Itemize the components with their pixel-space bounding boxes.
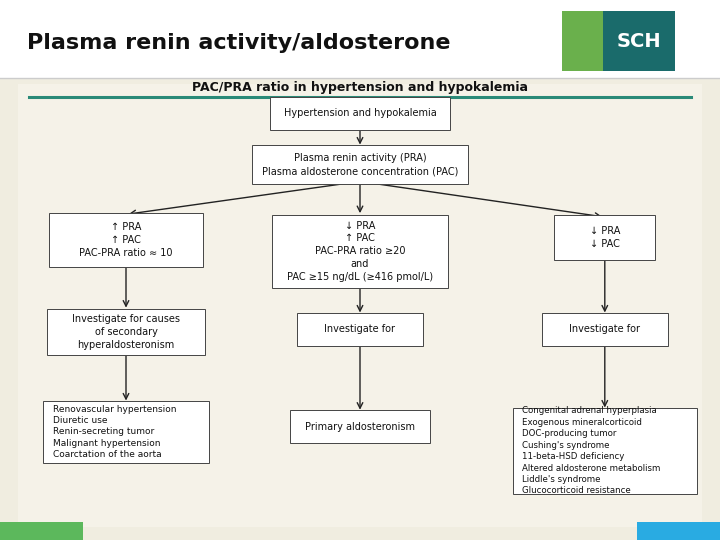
FancyBboxPatch shape [0, 522, 83, 540]
FancyBboxPatch shape [270, 97, 450, 130]
Text: Hypertension and hypokalemia: Hypertension and hypokalemia [284, 109, 436, 118]
FancyBboxPatch shape [541, 313, 668, 346]
Text: Renovascular hypertension
Diuretic use
Renin-secreting tumor
Malignant hypertens: Renovascular hypertension Diuretic use R… [53, 404, 176, 460]
FancyBboxPatch shape [252, 145, 468, 184]
FancyBboxPatch shape [513, 408, 697, 494]
FancyBboxPatch shape [0, 0, 720, 78]
FancyBboxPatch shape [18, 84, 702, 526]
FancyBboxPatch shape [562, 11, 603, 71]
Text: Investigate for: Investigate for [325, 325, 395, 334]
FancyBboxPatch shape [272, 214, 448, 287]
Text: ↓ PRA
↓ PAC: ↓ PRA ↓ PAC [590, 226, 620, 249]
Text: SCH: SCH [617, 31, 662, 51]
Text: Plasma renin activity (PRA)
Plasma aldosterone concentration (PAC): Plasma renin activity (PRA) Plasma aldos… [262, 153, 458, 176]
FancyBboxPatch shape [603, 11, 675, 71]
Text: ↓ PRA
↑ PAC
PAC-PRA ratio ≥20
and
PAC ≥15 ng/dL (≥416 pmol/L): ↓ PRA ↑ PAC PAC-PRA ratio ≥20 and PAC ≥1… [287, 220, 433, 282]
Text: Investigate for: Investigate for [570, 325, 640, 334]
FancyBboxPatch shape [289, 410, 430, 443]
FancyBboxPatch shape [47, 309, 205, 355]
FancyBboxPatch shape [48, 213, 203, 267]
Text: Investigate for causes
of secondary
hyperaldosteronism: Investigate for causes of secondary hype… [72, 314, 180, 350]
Text: Congenital adrenal hyperplasia
Exogenous mineralcorticoid
DOC-producing tumor
Cu: Congenital adrenal hyperplasia Exogenous… [523, 406, 661, 496]
FancyBboxPatch shape [297, 313, 423, 346]
FancyBboxPatch shape [43, 401, 209, 463]
Text: ↑ PRA
↑ PAC
PAC-PRA ratio ≈ 10: ↑ PRA ↑ PAC PAC-PRA ratio ≈ 10 [79, 222, 173, 258]
FancyBboxPatch shape [554, 215, 655, 260]
Text: PAC/PRA ratio in hypertension and hypokalemia: PAC/PRA ratio in hypertension and hypoka… [192, 81, 528, 94]
Text: Plasma renin activity/aldosterone: Plasma renin activity/aldosterone [27, 33, 451, 53]
Text: Primary aldosteronism: Primary aldosteronism [305, 422, 415, 431]
FancyBboxPatch shape [637, 522, 720, 540]
